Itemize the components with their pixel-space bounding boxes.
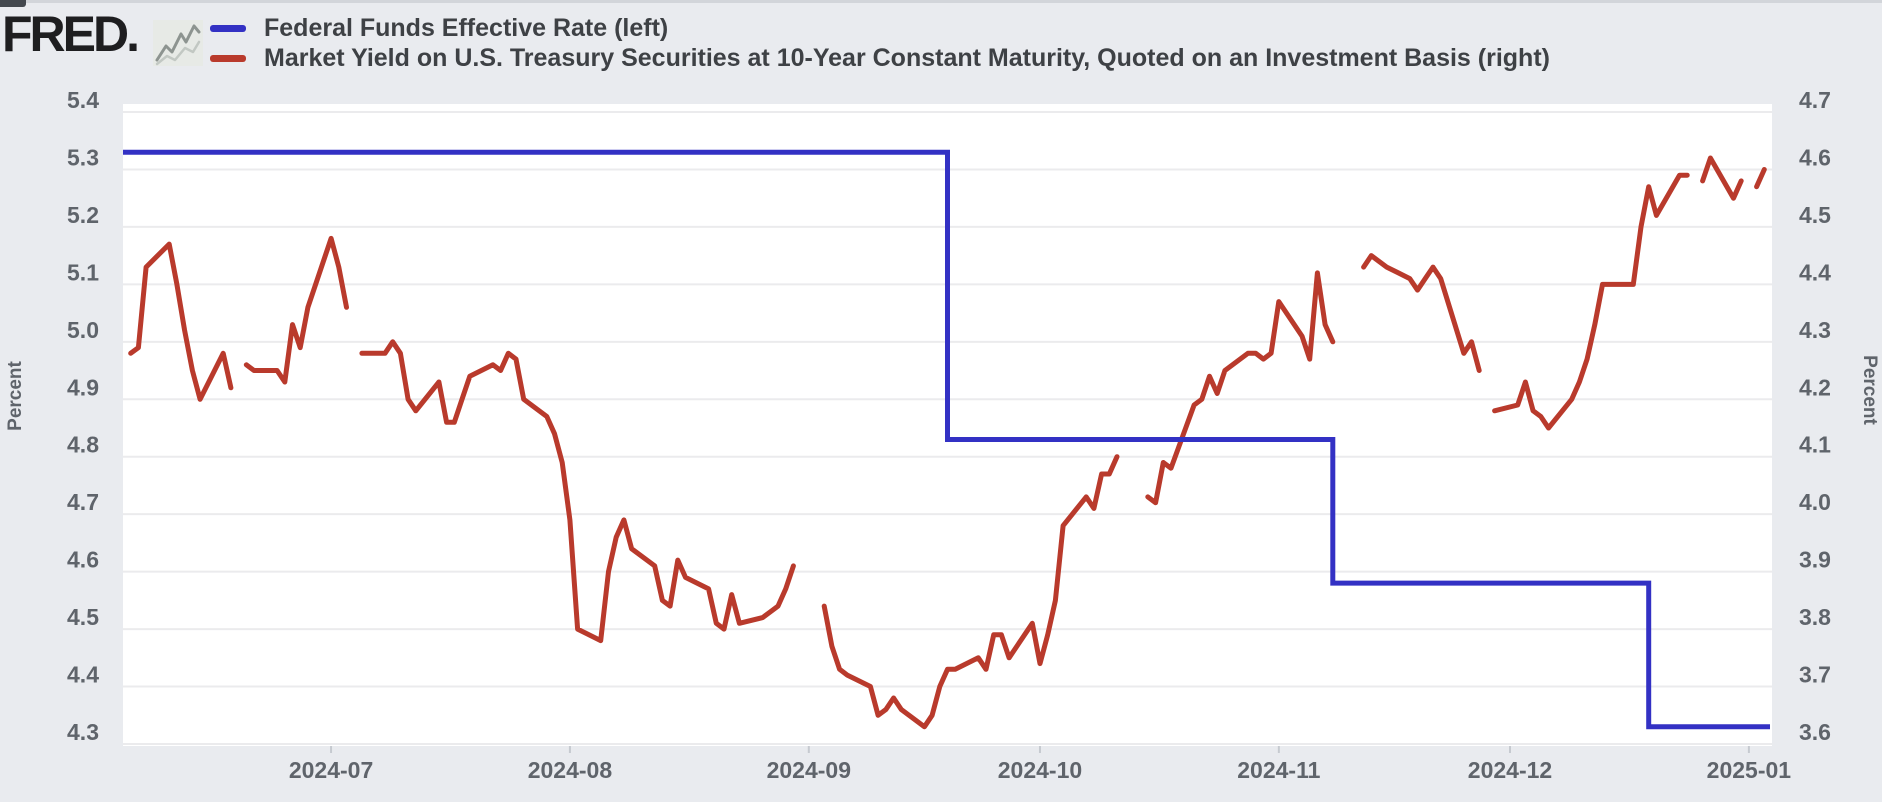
y-tick-label-left: 5.2 — [67, 202, 99, 228]
y-tick-label-right: 4.7 — [1799, 87, 1831, 113]
y-tick-label-right: 3.9 — [1799, 547, 1831, 573]
x-tick-label: 2024-11 — [1237, 757, 1320, 783]
legend-label-treasury10y: Market Yield on U.S. Treasury Securities… — [264, 43, 1550, 72]
legend-item-treasury10y: Market Yield on U.S. Treasury Securities… — [210, 43, 1550, 73]
y-tick-label-left: 4.9 — [67, 374, 99, 400]
y-axis-title-right: Percent — [1859, 355, 1880, 425]
series-line-treasury10y — [128, 155, 1767, 730]
y-tick-label-right: 4.4 — [1799, 259, 1831, 285]
y-tick-label-left: 5.1 — [67, 259, 99, 285]
y-tick-label-left: 4.8 — [67, 432, 99, 458]
x-tick-label: 2024-09 — [767, 757, 851, 783]
legend-swatch-treasury10y — [210, 54, 246, 62]
x-tick-label: 2024-07 — [289, 757, 373, 783]
y-tick-label-left: 4.7 — [67, 489, 99, 515]
y-tick-label-right: 3.6 — [1799, 719, 1831, 745]
x-tick-label: 2024-10 — [998, 757, 1082, 783]
y-tick-label-right: 3.8 — [1799, 604, 1831, 630]
series-line-fedfunds — [123, 149, 1770, 730]
y-tick-label-right: 4.6 — [1799, 144, 1831, 170]
y-tick-label-right: 4.2 — [1799, 374, 1831, 400]
chart-legend: Federal Funds Effective Rate (left) Mark… — [210, 13, 1550, 73]
window-chrome-fragment — [0, 0, 26, 7]
fred-logo[interactable]: FRED. — [2, 6, 140, 62]
x-tick-label: 2025-01 — [1707, 757, 1792, 783]
x-tick-label: 2024-12 — [1468, 757, 1552, 783]
y-tick-label-left: 4.3 — [67, 719, 99, 745]
y-tick-label-left: 4.5 — [67, 604, 99, 630]
window-chrome-strip — [0, 0, 1882, 3]
y-tick-label-left: 5.0 — [67, 317, 99, 343]
y-tick-label-right: 4.0 — [1799, 489, 1831, 515]
y-axis-title-left: Percent — [5, 360, 26, 430]
legend-item-fedfunds: Federal Funds Effective Rate (left) — [210, 13, 1550, 43]
legend-swatch-fedfunds — [210, 24, 246, 32]
legend-label-fedfunds: Federal Funds Effective Rate (left) — [264, 13, 669, 42]
y-tick-label-right: 4.1 — [1799, 432, 1831, 458]
y-tick-label-left: 4.4 — [67, 662, 99, 688]
y-tick-label-right: 4.3 — [1799, 317, 1831, 343]
x-tick-label: 2024-08 — [528, 757, 613, 783]
y-tick-label-left: 5.4 — [67, 87, 99, 113]
y-tick-label-left: 4.6 — [67, 547, 99, 573]
fred-sparkline-icon — [153, 20, 203, 66]
y-tick-label-right: 4.5 — [1799, 202, 1831, 228]
y-tick-label-left: 5.3 — [67, 144, 99, 170]
y-tick-label-right: 3.7 — [1799, 662, 1831, 688]
